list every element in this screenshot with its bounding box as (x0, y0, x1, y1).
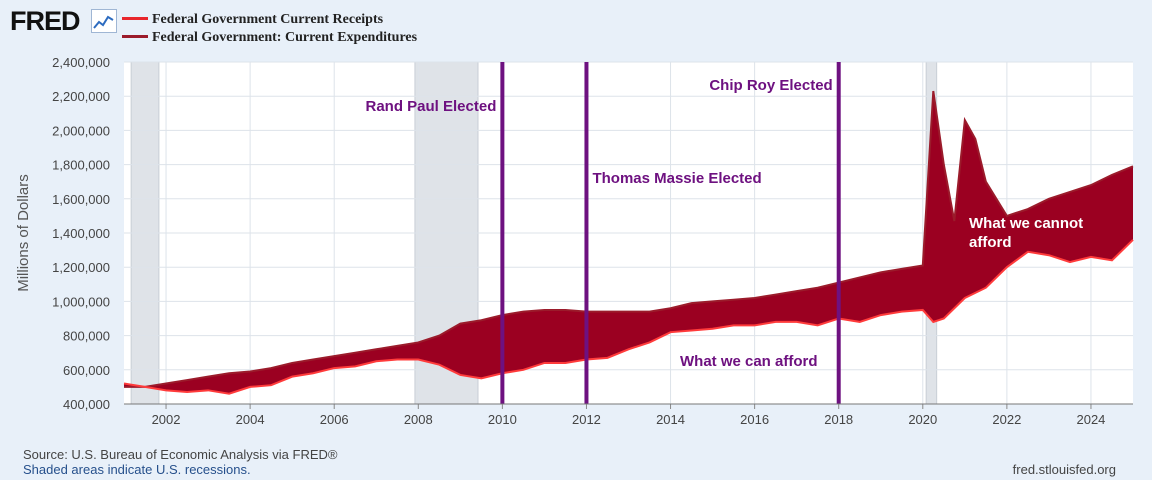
y-tick-label: 1,600,000 (52, 192, 110, 207)
y-tick-label: 2,400,000 (52, 55, 110, 70)
x-tick-label: 2016 (740, 412, 769, 427)
event-label-3: Chip Roy Elected (709, 77, 832, 94)
x-tick-label: 2006 (320, 412, 349, 427)
site-link[interactable]: fred.stlouisfed.org (1012, 462, 1116, 477)
x-tick-label: 2012 (572, 412, 601, 427)
y-tick-label: 600,000 (63, 363, 110, 378)
x-tick-label: 2014 (656, 412, 685, 427)
chart-header: FRED Federal Government Current Receipts… (0, 0, 1152, 56)
event-label-2: Thomas Massie Elected (592, 170, 761, 187)
legend-swatch-expenditures (122, 35, 148, 39)
y-tick-label: 400,000 (63, 397, 110, 412)
fred-logo[interactable]: FRED (10, 6, 80, 36)
y-tick-label: 800,000 (63, 329, 110, 344)
legend-swatch-receipts (122, 17, 148, 21)
legend-item-expenditures[interactable]: Federal Government: Current Expenditures (122, 30, 417, 46)
y-axis-label: Millions of Dollars (15, 174, 32, 292)
event-label-1: Rand Paul Elected (366, 98, 497, 115)
y-tick-label: 1,800,000 (52, 158, 110, 173)
legend-label-receipts: Federal Government Current Receipts (152, 12, 384, 27)
legend-label-expenditures: Federal Government: Current Expenditures (152, 30, 418, 45)
x-tick-label: 2020 (908, 412, 937, 427)
x-tick-label: 2008 (404, 412, 433, 427)
x-tick-label: 2002 (152, 412, 181, 427)
recession-note: Shaded areas indicate U.S. recessions. (23, 462, 251, 477)
x-tick-label: 2024 (1076, 412, 1105, 427)
x-tick-label: 2010 (488, 412, 517, 427)
annotation-text-2: What we cannot (969, 215, 1083, 232)
annotation-text-3: afford (969, 234, 1012, 251)
x-tick-label: 2004 (236, 412, 265, 427)
series-line-expenditures (124, 90, 1134, 388)
y-tick-label: 1,400,000 (52, 226, 110, 241)
x-tick-label: 2018 (824, 412, 853, 427)
y-tick-label: 1,200,000 (52, 260, 110, 275)
y-tick-label: 2,200,000 (52, 89, 110, 104)
legend-item-receipts[interactable]: Federal Government Current Receipts (122, 12, 383, 28)
series-line-receipts (123, 239, 1134, 395)
fred-chart-icon (91, 9, 117, 33)
y-tick-label: 1,000,000 (52, 294, 110, 309)
deficit-fill-area (124, 91, 1133, 394)
annotation-text-1: What we can afford (680, 353, 818, 370)
source-note: Source: U.S. Bureau of Economic Analysis… (23, 447, 338, 462)
x-tick-label: 2022 (992, 412, 1021, 427)
y-tick-label: 2,000,000 (52, 123, 110, 138)
